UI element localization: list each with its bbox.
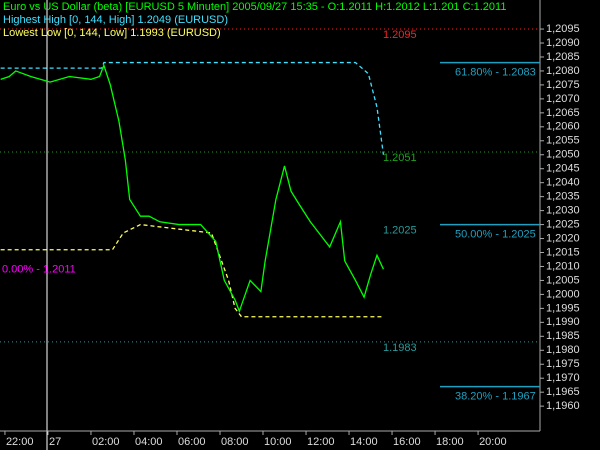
y-tick-label: 1,2065 (546, 107, 580, 119)
y-tick-label: 1,2040 (546, 177, 580, 189)
annotation-label: 1.1983 (383, 342, 417, 354)
y-tick-label: 1,2020 (546, 232, 580, 244)
x-tick-label: 08:00 (221, 436, 249, 448)
y-tick-label: 1,2060 (546, 121, 580, 133)
x-tick-label: 06:00 (178, 436, 206, 448)
x-tick-label: 12:00 (307, 436, 335, 448)
y-tick-label: 1,1975 (546, 358, 580, 370)
x-tick-label: 16:00 (393, 436, 421, 448)
x-tick-label: 27 (49, 436, 61, 448)
y-tick-label: 1,1965 (546, 386, 580, 398)
y-tick-label: 1,1990 (546, 316, 580, 328)
y-tick-label: 1,2080 (546, 65, 580, 77)
x-tick-label: 10:00 (264, 436, 292, 448)
y-tick-label: 1,1970 (546, 372, 580, 384)
y-tick-label: 1,2010 (546, 260, 580, 272)
annotation-label: 1.2051 (383, 152, 417, 164)
annotation-label: 1.2095 (383, 29, 417, 41)
fib-label: 50.00% - 1.2025 (455, 228, 536, 240)
y-tick-label: 1,2025 (546, 218, 580, 230)
y-tick-label: 1,2070 (546, 93, 580, 105)
y-tick-label: 1,1985 (546, 330, 580, 342)
y-tick-label: 1,2085 (546, 51, 580, 63)
legend-entry: Highest High [0, 144, High] 1.2049 (EURU… (3, 14, 228, 26)
price-line (0, 63, 385, 314)
chart-title: Euro vs US Dollar (beta) [EURUSD 5 Minut… (3, 1, 506, 13)
annotation-label: 1.2025 (383, 224, 417, 236)
fib-label: 38.20% - 1.1967 (455, 390, 536, 402)
y-tick-label: 1,2015 (546, 246, 580, 258)
x-tick-label: 20:00 (479, 436, 507, 448)
x-tick-label: 18:00 (436, 436, 464, 448)
y-tick-label: 1,2050 (546, 149, 580, 161)
x-tick-label: 02:00 (92, 436, 120, 448)
x-tick-label: 14:00 (350, 436, 378, 448)
y-tick-label: 1,2095 (546, 23, 580, 35)
y-tick-label: 1,2075 (546, 79, 580, 91)
y-tick-label: 1,2090 (546, 37, 580, 49)
y-tick-label: 1,2000 (546, 288, 580, 300)
x-tick-label: 22:00 (6, 436, 34, 448)
legend-entry: Lowest Low [0, 144, Low] 1.1993 (EURUSD) (3, 27, 221, 39)
annotation-label: 0.00% - 1.2011 (2, 264, 76, 276)
y-tick-label: 1,1980 (546, 344, 580, 356)
y-tick-label: 1,2035 (546, 191, 580, 203)
fib-label: 61.80% - 1.2083 (455, 66, 536, 78)
indicator-line (0, 223, 384, 318)
y-tick-label: 1,1960 (546, 400, 580, 412)
indicator-line (0, 61, 385, 155)
x-tick-label: 04:00 (135, 436, 163, 448)
y-tick-label: 1,1995 (546, 302, 580, 314)
y-tick-label: 1,2055 (546, 135, 580, 147)
y-tick-label: 1,2030 (546, 205, 580, 217)
y-tick-label: 1,2005 (546, 274, 580, 286)
y-tick-label: 1,2045 (546, 163, 580, 175)
